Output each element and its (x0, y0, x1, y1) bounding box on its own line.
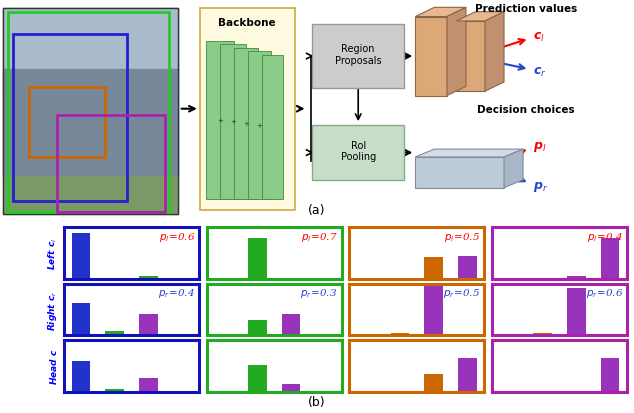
Bar (105, 389, 124, 392)
Bar (601, 358, 619, 392)
Bar (3, 9, 178, 214)
Bar (567, 288, 586, 335)
Text: $p_l\!=\!$0.6: $p_l\!=\!$0.6 (158, 230, 195, 243)
FancyBboxPatch shape (262, 56, 283, 199)
Bar (567, 276, 586, 279)
Bar (281, 314, 301, 335)
Text: $p_r\!=\!$0.6: $p_r\!=\!$0.6 (586, 287, 623, 299)
Bar (458, 256, 477, 279)
Polygon shape (415, 150, 523, 158)
Text: $\boldsymbol{c}_r$: $\boldsymbol{c}_r$ (533, 66, 546, 79)
Text: Backbone: Backbone (219, 17, 276, 28)
Bar (424, 374, 443, 392)
FancyBboxPatch shape (312, 126, 404, 181)
Bar (533, 333, 552, 335)
Polygon shape (447, 8, 466, 96)
Text: $\boldsymbol{p}_l$: $\boldsymbol{p}_l$ (533, 140, 546, 154)
Text: Head $\boldsymbol{c}$: Head $\boldsymbol{c}$ (48, 348, 59, 385)
Bar (391, 333, 410, 335)
Text: $p_r\!=\!$0.5: $p_r\!=\!$0.5 (443, 287, 481, 299)
Bar (139, 314, 158, 335)
Bar (72, 361, 90, 392)
Text: Prediction values: Prediction values (475, 5, 578, 14)
Bar (200, 9, 295, 210)
Polygon shape (415, 8, 466, 17)
Bar (139, 379, 158, 392)
Text: $p_r\!=\!$0.4: $p_r\!=\!$0.4 (158, 287, 195, 299)
Bar (57, 116, 165, 212)
FancyBboxPatch shape (206, 42, 234, 199)
Text: Decision choices: Decision choices (477, 105, 575, 115)
Text: Right $\boldsymbol{c}_r$: Right $\boldsymbol{c}_r$ (46, 290, 59, 330)
Bar (415, 158, 504, 188)
Text: Region
Proposals: Region Proposals (335, 44, 382, 66)
Bar (248, 239, 267, 279)
Bar (72, 234, 90, 279)
Text: Left $\boldsymbol{c}_l$: Left $\boldsymbol{c}_l$ (46, 237, 59, 269)
Text: (b): (b) (308, 395, 326, 408)
FancyBboxPatch shape (220, 45, 246, 199)
Text: $p_r\!=\!$0.3: $p_r\!=\!$0.3 (301, 287, 338, 299)
Bar (456, 22, 485, 92)
Bar (415, 17, 447, 96)
Bar (248, 320, 267, 335)
Bar (139, 276, 158, 279)
Text: +: + (257, 123, 262, 128)
Bar (424, 257, 443, 279)
Text: +: + (243, 121, 249, 127)
FancyBboxPatch shape (248, 52, 271, 199)
Text: RoI
Pooling: RoI Pooling (340, 140, 376, 162)
Text: $p_l\!=\!$0.5: $p_l\!=\!$0.5 (444, 230, 481, 243)
Bar (72, 304, 90, 335)
Text: $p_l\!=\!$0.4: $p_l\!=\!$0.4 (587, 230, 623, 243)
Text: +: + (217, 117, 223, 123)
Text: $p_l\!=\!$0.7: $p_l\!=\!$0.7 (301, 230, 338, 243)
Bar (8, 13, 169, 212)
FancyBboxPatch shape (234, 49, 259, 199)
Bar (424, 287, 443, 335)
FancyBboxPatch shape (312, 25, 404, 89)
Polygon shape (485, 13, 504, 92)
Bar (281, 384, 301, 392)
Bar (458, 358, 477, 392)
Text: (a): (a) (308, 204, 326, 217)
Polygon shape (456, 13, 504, 22)
Polygon shape (504, 150, 523, 188)
Bar (105, 331, 124, 335)
Text: $\boldsymbol{p}_r$: $\boldsymbol{p}_r$ (533, 179, 548, 193)
Text: +: + (230, 119, 236, 125)
Bar (13, 35, 127, 202)
Bar (601, 239, 619, 279)
Text: $\boldsymbol{c}_l$: $\boldsymbol{c}_l$ (533, 31, 545, 44)
Bar (29, 88, 105, 158)
Bar (248, 365, 267, 392)
